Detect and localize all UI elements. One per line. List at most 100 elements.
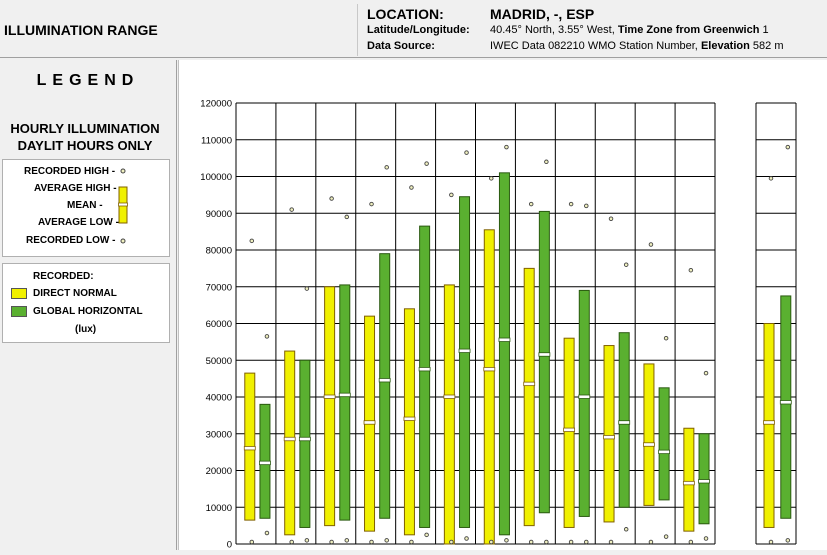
mean-marker (563, 427, 576, 432)
recorded-low-dot (304, 538, 310, 543)
global-horizontal-bar (299, 359, 311, 528)
legend-subtitle-1: HOURLY ILLUMINATION (10, 121, 160, 136)
global-horizontal-bar (698, 433, 710, 525)
legend-recorded: RECORDED: (33, 271, 94, 282)
recorded-low-dot (289, 539, 294, 545)
mean-marker (338, 392, 351, 398)
mean-marker (243, 446, 256, 451)
legend-panel: LEGEND HOURLY ILLUMINATION DAYLIT HOURS … (0, 60, 177, 550)
y-tick-label: 50000 (206, 356, 232, 367)
recorded-low-dot (528, 539, 534, 545)
recorded-low-dot (264, 530, 270, 536)
recorded-low-dot (623, 527, 629, 532)
y-tick-label: 80000 (206, 246, 232, 257)
y-tick-label: 20000 (206, 466, 232, 477)
direct-normal-bar (443, 284, 455, 545)
global-horizontal-bar (498, 172, 510, 536)
latlon-row: 40.45° North, 3.55° West, Time Zone from… (490, 24, 769, 36)
recorded-low-dot (344, 538, 350, 543)
global-horizontal-bar (618, 332, 630, 508)
header-panel: ILLUMINATION RANGE LOCATION: MADRID, -, … (0, 0, 827, 58)
recorded-high-dot (304, 286, 310, 291)
y-tick-label: 30000 (206, 429, 232, 440)
recorded-low-dot (464, 536, 469, 541)
mean-marker (483, 367, 496, 372)
direct-normal-bar (324, 286, 336, 527)
global-horizontal-bar (780, 295, 792, 519)
mean-marker (523, 381, 536, 387)
mean-marker (698, 479, 710, 484)
y-tick-label: 60000 (206, 319, 232, 330)
mean-marker (443, 394, 456, 399)
direct-normal-bar (683, 427, 695, 532)
recorded-low-dot (688, 539, 694, 545)
legend-mean-marker (118, 202, 128, 207)
direct-normal-bar (483, 229, 495, 545)
recorded-high-dot (289, 207, 294, 212)
global-horizontal-bar (379, 253, 391, 519)
legend-global-horizontal: GLOBAL HORIZONTAL (33, 306, 143, 317)
recorded-high-dot (648, 242, 654, 247)
elevation-value: 582 m (752, 40, 784, 52)
mean-marker (378, 378, 391, 383)
source-value: IWEC Data 082210 WMO Station Number, (490, 40, 698, 52)
y-tick-label: 70000 (206, 282, 232, 293)
recorded-low-dot (449, 539, 454, 545)
recorded-low-dot (584, 539, 589, 545)
direct-normal-bar (763, 323, 775, 528)
global-horizontal-bar (339, 284, 351, 521)
y-tick-label: 110000 (201, 135, 232, 146)
legend-direct-normal-swatch (11, 288, 27, 299)
recorded-high-dot (344, 214, 350, 220)
legend-high-dot (120, 168, 126, 174)
recorded-low-dot (384, 538, 389, 543)
recorded-high-dot (504, 144, 509, 150)
recorded-high-dot (424, 161, 429, 166)
mean-marker (298, 436, 311, 442)
recorded-high-dot (249, 238, 255, 244)
recorded-high-dot (568, 201, 574, 207)
page-title: ILLUMINATION RANGE (4, 22, 158, 38)
recorded-high-dot (623, 262, 629, 267)
direct-normal-bar (284, 350, 296, 536)
recorded-low-dot (608, 539, 614, 545)
legend-units: (lux) (75, 324, 97, 335)
timezone-value: 1 (762, 24, 769, 36)
chart-area: 0 10000 20000 30000 40000 50000 60000 70000 8000… (178, 60, 827, 551)
legend-mean: MEAN - (67, 200, 103, 211)
mean-marker (643, 442, 655, 447)
location-value: MADRID, -, ESP (490, 6, 595, 22)
recorded-low-dot (568, 539, 574, 545)
mean-marker (259, 460, 271, 466)
recorded-high-dot (688, 267, 694, 273)
latlon-label: Latitude/Longitude: (367, 24, 470, 36)
global-horizontal-bar (419, 225, 431, 528)
recorded-high-dot (369, 201, 374, 207)
recorded-high-dot (329, 196, 334, 201)
recorded-high-dot (489, 176, 494, 181)
recorded-low-dot (504, 538, 509, 543)
recorded-high-dot (384, 165, 389, 170)
direct-normal-bar (603, 345, 615, 523)
source-label: Data Source: (367, 40, 435, 52)
legend-recorded-high: RECORDED HIGH - (24, 166, 116, 177)
y-tick-label: 90000 (206, 209, 232, 220)
recorded-high-dot (785, 144, 791, 150)
recorded-low-dot (663, 534, 669, 539)
mean-marker (603, 435, 615, 440)
y-tick-label: 10000 (206, 503, 232, 514)
y-tick-label: 120000 (200, 99, 232, 110)
mean-marker (283, 436, 296, 442)
recorded-low-dot (544, 539, 549, 545)
recorded-high-dot (703, 370, 709, 376)
location-label: LOCATION: (367, 6, 444, 22)
recorded-low-dot (329, 539, 334, 545)
recorded-high-dot (608, 216, 614, 222)
illumination-chart: 0 10000 20000 30000 40000 50000 60000 70000 8000… (200, 99, 797, 551)
direct-normal-bar (523, 267, 535, 527)
y-tick-label: 100000 (200, 172, 232, 183)
direct-normal-bar (643, 363, 655, 506)
mean-marker (418, 367, 431, 372)
legend-glyph (118, 168, 128, 244)
recorded-low-dot (768, 539, 774, 545)
